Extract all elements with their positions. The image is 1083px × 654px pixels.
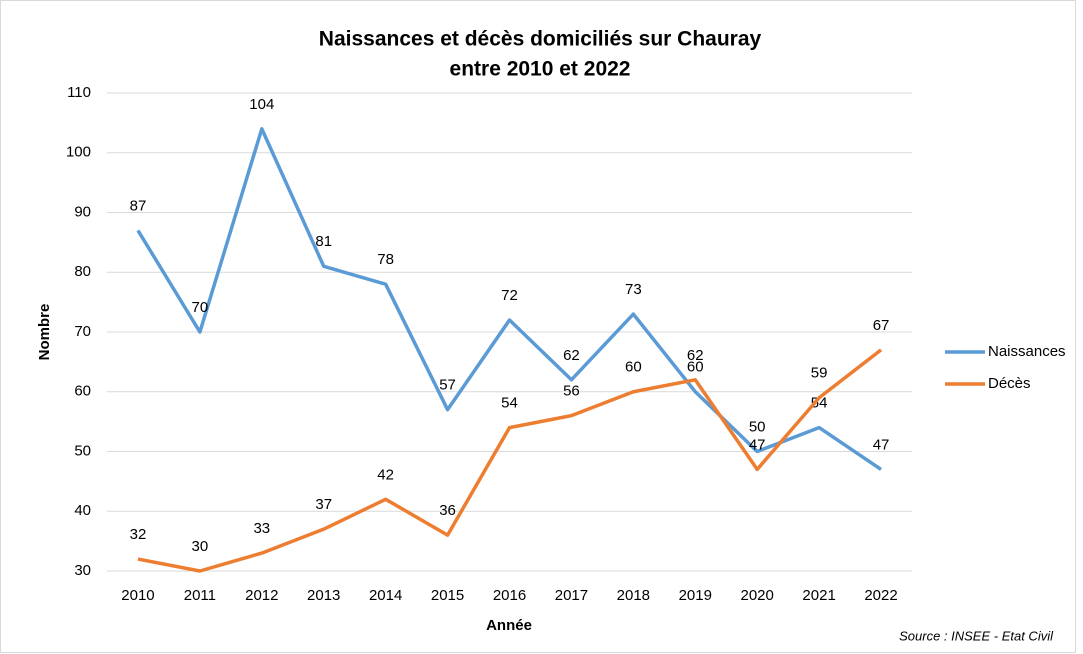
- x-tick-label: 2017: [555, 587, 588, 604]
- data-label: 78: [377, 251, 394, 268]
- data-label: 54: [501, 395, 518, 412]
- data-label: 54: [811, 395, 828, 412]
- chart-title: entre 2010 et 2022: [450, 58, 631, 81]
- legend-label: Décès: [988, 375, 1031, 392]
- data-label: 42: [377, 466, 394, 483]
- y-axis-title: Nombre: [36, 304, 53, 361]
- y-tick-label: 80: [74, 263, 91, 280]
- y-tick-label: 110: [67, 84, 91, 101]
- y-tick-label: 100: [66, 144, 91, 161]
- x-tick-label: 2013: [307, 587, 340, 604]
- data-label: 60: [687, 359, 704, 376]
- data-label: 60: [625, 359, 642, 376]
- y-tick-label: 70: [74, 323, 91, 340]
- x-tick-label: 2015: [431, 587, 464, 604]
- data-label: 37: [315, 496, 332, 513]
- data-label: 70: [192, 299, 209, 316]
- data-label: 67: [873, 317, 890, 334]
- x-tick-label: 2016: [493, 587, 526, 604]
- data-label: 73: [625, 281, 642, 298]
- data-label: 36: [439, 502, 456, 519]
- data-label: 72: [501, 287, 518, 304]
- data-label: 104: [249, 96, 274, 113]
- x-tick-label: 2018: [617, 587, 650, 604]
- y-tick-label: 30: [74, 562, 91, 579]
- data-label: 81: [315, 233, 332, 250]
- data-label: 62: [687, 347, 704, 364]
- x-tick-label: 2010: [121, 587, 154, 604]
- x-tick-label: 2019: [679, 587, 712, 604]
- x-tick-label: 2014: [369, 587, 402, 604]
- data-label: 33: [253, 520, 270, 537]
- data-label: 50: [749, 418, 766, 435]
- data-label: 59: [811, 365, 828, 382]
- x-tick-label: 2012: [245, 587, 278, 604]
- data-label: 87: [130, 197, 147, 214]
- legend-label: Naissances: [988, 343, 1066, 360]
- source-note: Source : INSEE - Etat Civil: [899, 628, 1054, 643]
- y-tick-label: 90: [74, 203, 91, 220]
- x-tick-label: 2020: [741, 587, 774, 604]
- series-line: [137, 348, 883, 573]
- series-line: [136, 127, 883, 471]
- x-tick-label: 2022: [864, 587, 897, 604]
- data-label: 32: [130, 526, 147, 543]
- data-label: 47: [749, 436, 766, 453]
- x-tick-label: 2011: [184, 587, 216, 604]
- y-tick-label: 60: [74, 383, 91, 400]
- chart-title: Naissances et décès domiciliés sur Chaur…: [319, 28, 762, 51]
- data-label: 57: [439, 377, 456, 394]
- x-axis-title: Année: [486, 617, 532, 634]
- x-tick-label: 2021: [802, 587, 835, 604]
- y-tick-label: 40: [74, 502, 91, 519]
- data-label: 30: [192, 538, 209, 555]
- data-label: 62: [563, 347, 580, 364]
- data-label: 56: [563, 383, 580, 400]
- data-label: 47: [873, 436, 890, 453]
- y-tick-label: 50: [74, 442, 91, 459]
